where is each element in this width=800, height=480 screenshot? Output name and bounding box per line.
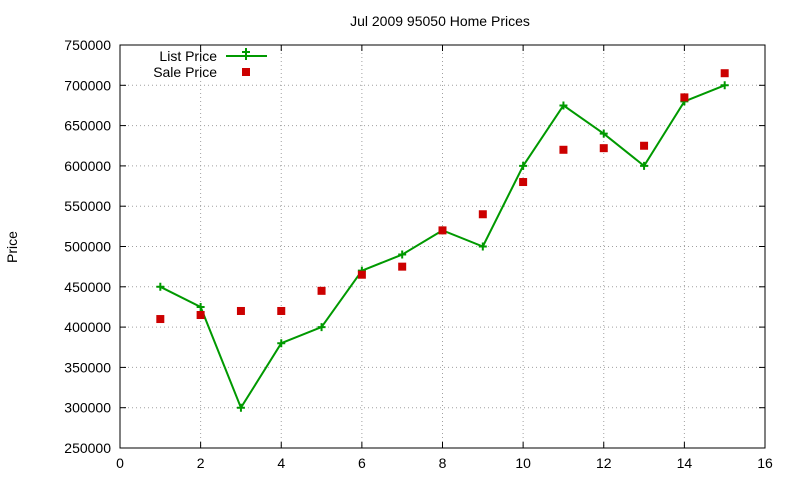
list-price-point — [277, 339, 286, 348]
sale-price-point — [398, 262, 407, 271]
y-axis-label: Price — [4, 231, 20, 263]
sale-price-point — [317, 286, 326, 295]
legend: List Price Sale Price — [153, 48, 267, 80]
list-price-point — [196, 302, 205, 311]
sale-price-point — [599, 144, 608, 153]
list-price-point — [599, 129, 608, 138]
x-tick-label: 2 — [197, 455, 205, 471]
legend-label-list-price: List Price — [159, 48, 217, 64]
list-price-point — [478, 242, 487, 251]
x-tick-label: 12 — [596, 455, 612, 471]
sale-price-point — [519, 178, 528, 187]
y-tick-label: 700000 — [64, 77, 111, 93]
list-price-point — [720, 81, 729, 90]
x-tick-label: 0 — [116, 455, 124, 471]
y-tick-label: 600000 — [64, 158, 111, 174]
x-tick-label: 10 — [515, 455, 531, 471]
legend-marker-sale-price — [242, 68, 250, 76]
x-tick-label: 4 — [277, 455, 285, 471]
axis-ticks — [119, 44, 766, 449]
y-tick-label: 300000 — [64, 400, 111, 416]
sale-price-point — [236, 306, 245, 315]
grid — [120, 45, 765, 448]
list-price-point — [559, 101, 568, 110]
y-tick-label: 450000 — [64, 279, 111, 295]
legend-marker-list-price — [242, 48, 250, 60]
x-tick-label: 6 — [358, 455, 366, 471]
list-price-point — [236, 403, 245, 412]
y-tick-label: 250000 — [64, 440, 111, 456]
sale-price-point — [357, 270, 366, 279]
y-tick-label: 750000 — [64, 37, 111, 53]
series-list-price — [156, 81, 729, 412]
sale-price-point — [478, 210, 487, 219]
list-price-point — [156, 282, 165, 291]
legend-label-sale-price: Sale Price — [153, 64, 217, 80]
list-price-point — [519, 161, 528, 170]
sale-price-point — [196, 311, 205, 320]
x-tick-label: 14 — [677, 455, 693, 471]
series-sale-price — [156, 69, 729, 324]
y-tick-label: 500000 — [64, 239, 111, 255]
list-price-point — [640, 161, 649, 170]
sale-price-point — [277, 306, 286, 315]
tick-labels: 0 2 4 6 8 10 12 14 16 250000 300000 350000 400000 450… — [64, 37, 773, 471]
sale-price-point — [559, 145, 568, 154]
sale-price-point — [680, 93, 689, 102]
sale-price-point — [640, 141, 649, 150]
y-tick-label: 350000 — [64, 359, 111, 375]
y-tick-label: 400000 — [64, 319, 111, 335]
list-price-point — [398, 250, 407, 259]
x-tick-label: 8 — [439, 455, 447, 471]
y-tick-label: 550000 — [64, 198, 111, 214]
sale-price-point — [156, 315, 165, 324]
y-tick-label: 650000 — [64, 118, 111, 134]
list-price-point — [317, 323, 326, 332]
x-tick-label: 16 — [757, 455, 773, 471]
chart-title: Jul 2009 95050 Home Prices — [350, 13, 530, 29]
sale-price-point — [720, 69, 729, 78]
sale-price-point — [438, 226, 447, 235]
